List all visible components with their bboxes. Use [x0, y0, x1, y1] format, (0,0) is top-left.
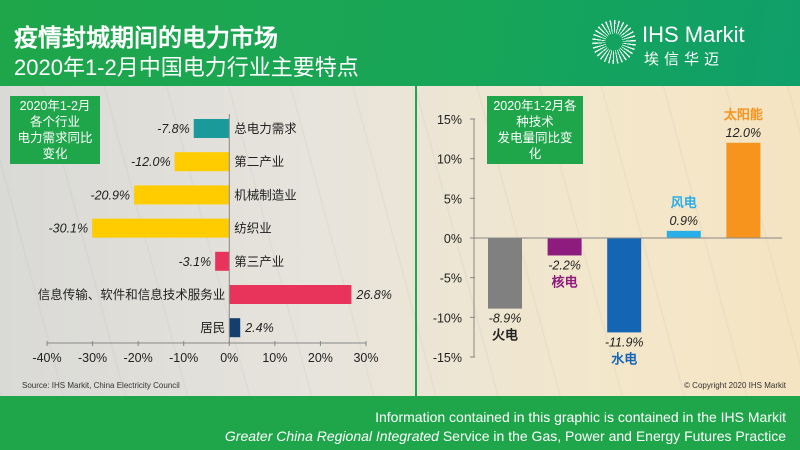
y-tick-label: -5% [440, 272, 462, 286]
category-label: 机械制造业 [234, 187, 297, 202]
copyright-note: © Copyright 2020 IHS Markit [684, 381, 786, 390]
bar-4 [215, 251, 230, 271]
logo-chinese-name: 埃信华迈 [644, 51, 725, 68]
x-tick-label: -20% [124, 351, 153, 365]
x-tick-label: 30% [353, 351, 378, 365]
x-tick-label: 20% [308, 351, 333, 365]
logo-starburst-icon [592, 20, 636, 64]
ihs-markit-logo: IHS Markit 埃信华迈 [592, 20, 792, 70]
category-label: 水电 [611, 351, 637, 366]
bar-value-label: -7.8% [157, 122, 190, 136]
category-label: 居民 [200, 321, 225, 335]
y-tick-label: 15% [437, 113, 462, 127]
category-label: 太阳能 [723, 107, 763, 122]
footer: Information contained in this graphic is… [0, 396, 800, 450]
right-chart-title-line2: 发电量同比变化 [497, 131, 573, 161]
footer-line1: Information contained in this graphic is… [375, 409, 786, 425]
bar-2 [607, 238, 642, 333]
category-label: 核电 [552, 274, 578, 289]
bar-3 [92, 218, 230, 238]
page-title: 疫情封城期间的电力市场 [14, 25, 278, 52]
left-chart-title-line2: 电力需求同比变化 [17, 131, 93, 161]
category-label: 第二产业 [234, 155, 284, 169]
bar-2 [134, 185, 230, 205]
bar-3 [666, 230, 701, 238]
bar-0 [488, 238, 522, 309]
bar-4 [726, 142, 761, 238]
footer-line2: Greater China Regional Integrated Servic… [0, 427, 786, 446]
bar-5 [229, 285, 352, 304]
y-tick-label: -15% [433, 351, 462, 365]
background-photo [0, 86, 800, 396]
bar-value-label: -2.2% [548, 258, 581, 272]
category-label: 总电力需求 [234, 122, 297, 136]
bar-1 [174, 152, 230, 172]
right-chart-title-line1: 2020年1-2月各种技术 [493, 99, 577, 129]
y-tick-label: 0% [444, 232, 462, 246]
header: 疫情封城期间的电力市场 2020年1-2月中国电力行业主要特点 IHS Mark… [0, 0, 800, 86]
bar-6 [229, 318, 241, 338]
x-tick-label: -30% [78, 351, 107, 365]
left-chart-title-line1: 2020年1-2月各个行业 [19, 99, 91, 129]
bar-value-label: -30.1% [49, 222, 89, 236]
x-tick-label: 0% [220, 351, 238, 365]
bar-value-label: 2.4% [244, 321, 273, 335]
bar-0 [193, 119, 230, 138]
right-chart-title: 2020年1-2月各种技术 发电量同比变化 [487, 96, 583, 164]
category-label: 纺织业 [234, 222, 272, 236]
y-tick-label: 10% [437, 153, 462, 167]
left-chart-title: 2020年1-2月各个行业 电力需求同比变化 [10, 96, 100, 164]
logo-name: IHS Markit [642, 22, 745, 47]
bar-value-label: 0.9% [670, 214, 699, 228]
bar-value-label: -20.9% [90, 188, 130, 202]
category-label: 火电 [492, 328, 518, 343]
category-label: 风电 [671, 195, 697, 210]
y-tick-label: -10% [433, 311, 462, 325]
bar-value-label: -8.9% [489, 312, 522, 326]
bar-1 [547, 238, 582, 256]
category-label: 第三产业 [234, 255, 284, 269]
panel-divider [415, 86, 417, 396]
page-subtitle: 2020年1-2月中国电力行业主要特点 [14, 55, 359, 80]
x-tick-label: -10% [169, 351, 198, 365]
bar-value-label: -12.0% [131, 155, 171, 169]
x-tick-label: -40% [32, 351, 61, 365]
bar-value-label: -3.1% [179, 255, 212, 269]
source-note: Source: IHS Markit, China Electricity Co… [22, 381, 180, 390]
footer-line2-rest: Service in the Gas, Power and Energy Fut… [438, 428, 786, 444]
bar-value-label: -11.9% [605, 335, 644, 349]
y-tick-label: 5% [444, 192, 462, 206]
bar-value-label: 26.8% [355, 288, 391, 302]
bar-value-label: 12.0% [726, 126, 761, 140]
footer-service-name: Greater China Regional Integrated [224, 428, 439, 444]
x-tick-label: 10% [262, 351, 287, 365]
category-label: 信息传输、软件和信息技术服务业 [38, 287, 226, 302]
